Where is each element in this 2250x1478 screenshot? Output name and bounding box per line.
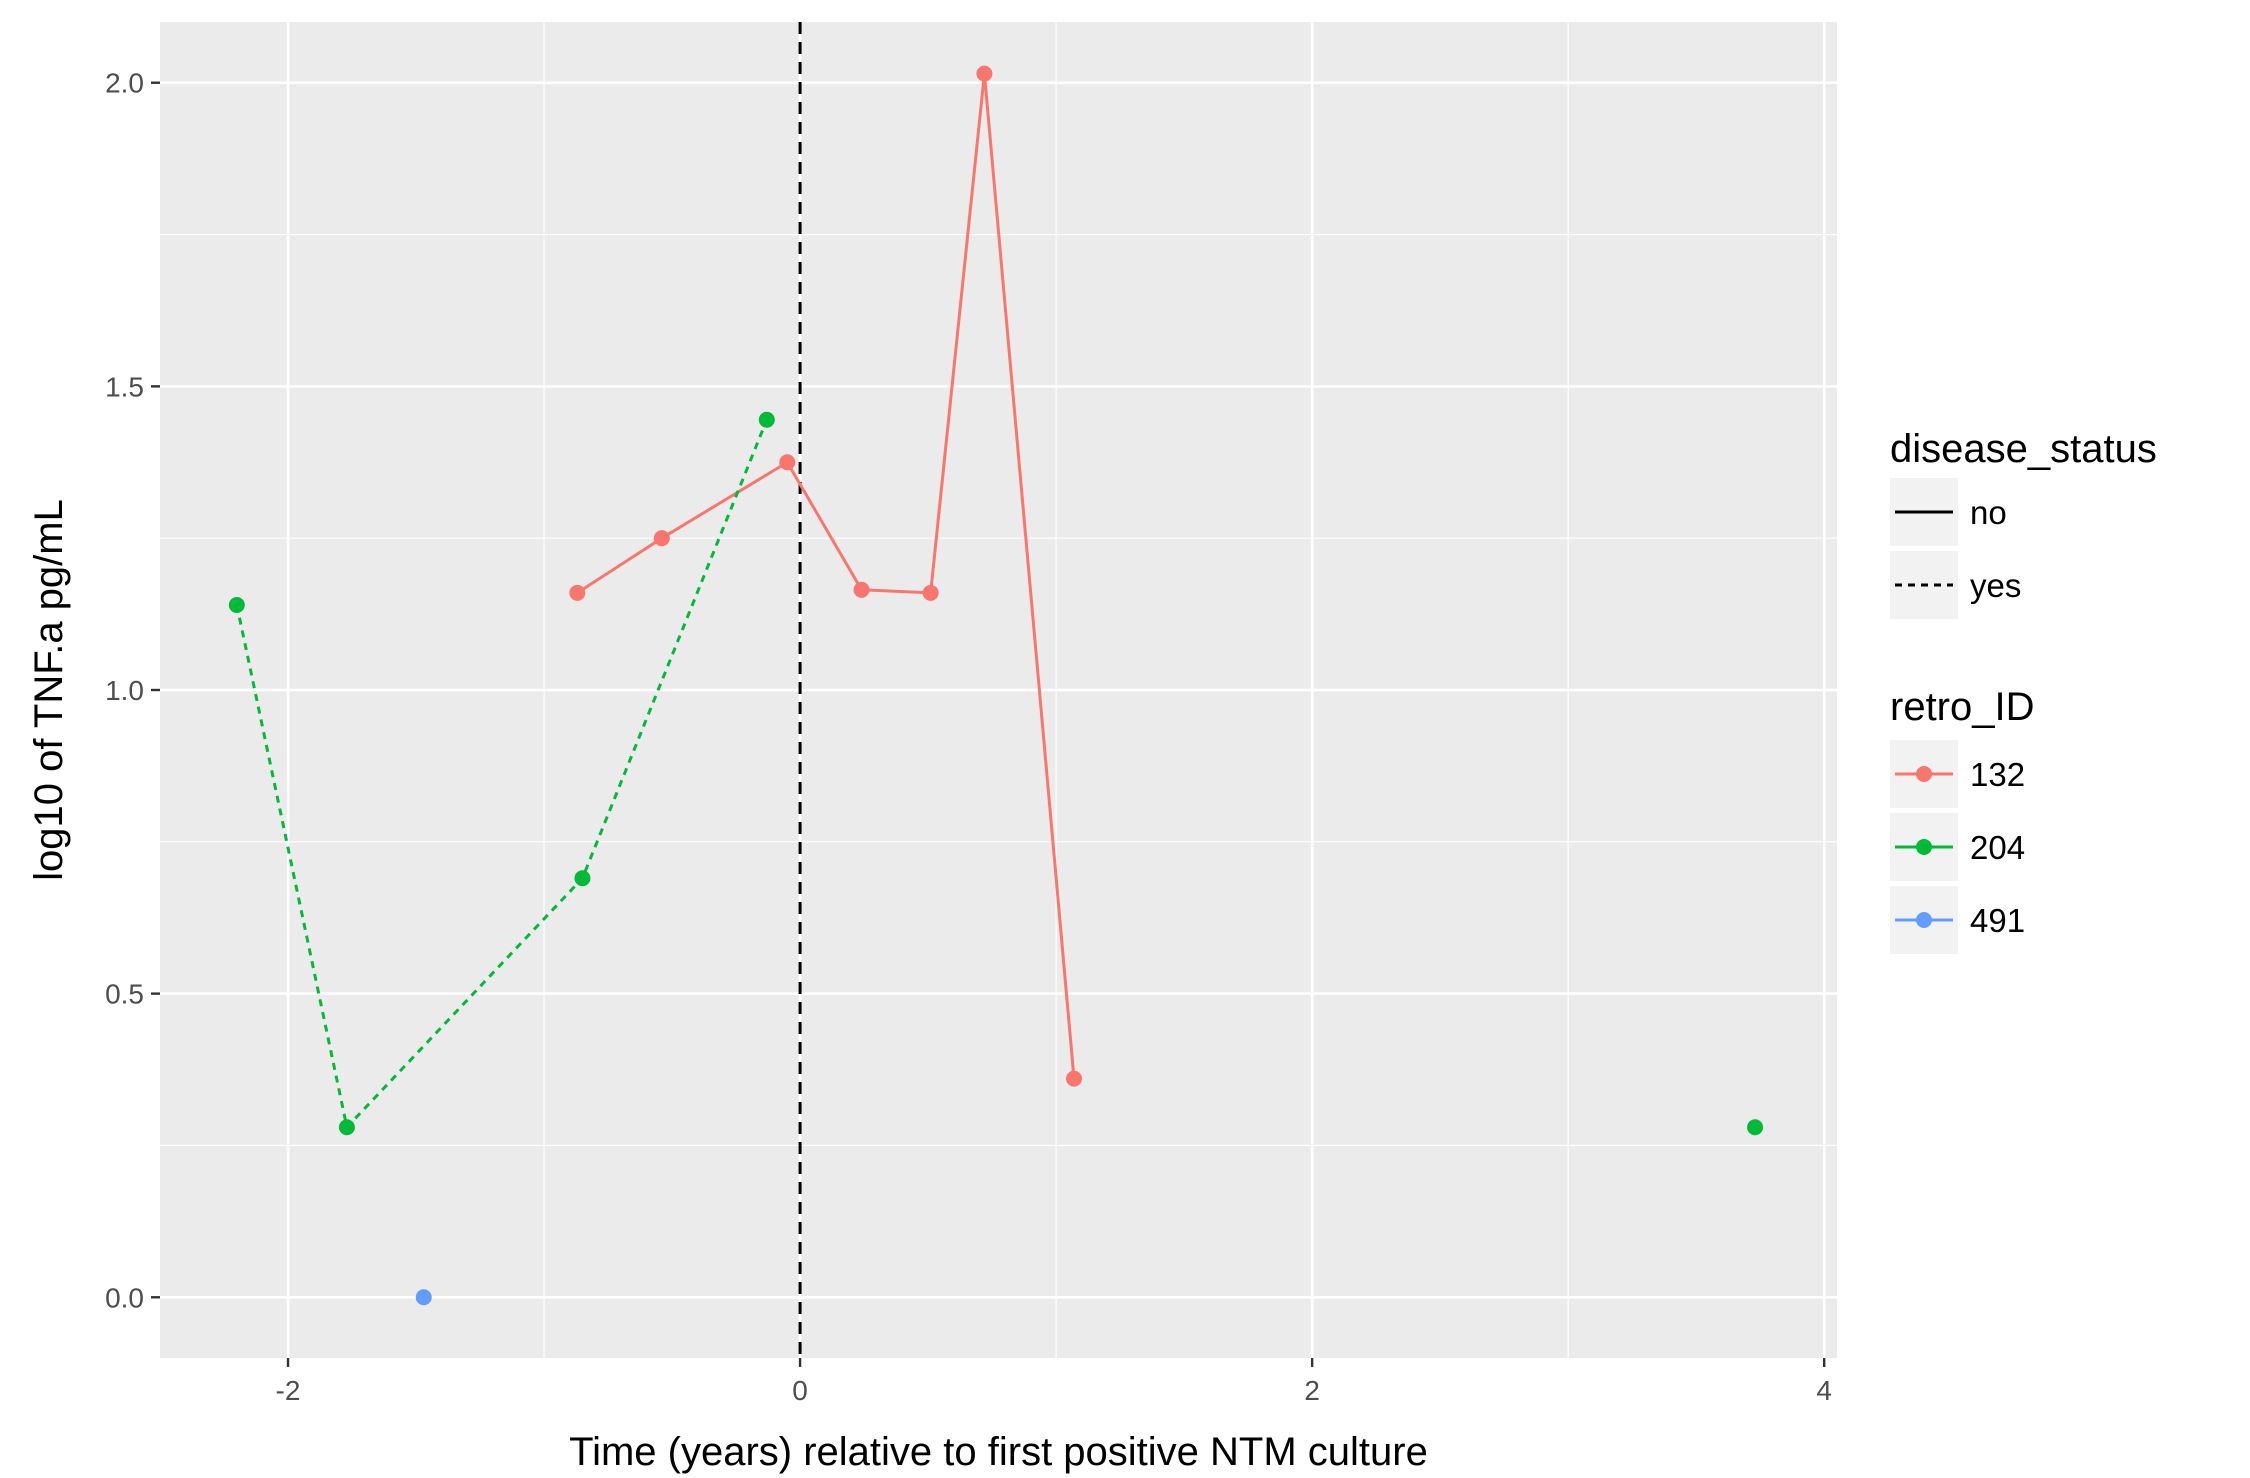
- data-point-132: [1066, 1070, 1083, 1087]
- y-tick-label: 1.0: [105, 675, 144, 706]
- data-point-204: [228, 596, 245, 613]
- y-axis-title: log10 of TNF.a pg/mL: [27, 499, 71, 881]
- legend-title-disease-status: disease_status: [1890, 427, 2157, 471]
- x-tick-label: -2: [276, 1375, 301, 1406]
- legend-label-no: no: [1970, 494, 2007, 531]
- data-point-204: [758, 411, 775, 428]
- legend-key-point-204: [1916, 839, 1932, 855]
- y-tick-label: 1.5: [105, 371, 144, 402]
- data-point-132: [653, 530, 670, 547]
- legend-key-point-491: [1916, 912, 1932, 928]
- data-point-132: [569, 584, 586, 601]
- x-axis: -2 0 2 4: [276, 1358, 1832, 1406]
- legend-label-132: 132: [1970, 756, 2025, 793]
- data-point-204: [338, 1119, 355, 1136]
- data-point-132: [853, 581, 870, 598]
- x-tick-label: 2: [1304, 1375, 1320, 1406]
- legend-key-point-132: [1916, 766, 1932, 782]
- x-tick-label: 0: [792, 1375, 808, 1406]
- data-point-132: [922, 584, 939, 601]
- x-tick-label: 4: [1816, 1375, 1832, 1406]
- data-point-204: [574, 870, 591, 887]
- data-point-491: [415, 1289, 432, 1306]
- legend-label-491: 491: [1970, 902, 2025, 939]
- y-axis: 0.0 0.5 1.0 1.5 2.0: [105, 68, 160, 1313]
- legend-label-yes: yes: [1970, 567, 2021, 604]
- series-points: [228, 65, 1764, 1306]
- series-line-204: [235, 419, 769, 1131]
- legend-label-204: 204: [1970, 829, 2025, 866]
- x-axis-title: Time (years) relative to first positive …: [569, 1430, 1428, 1474]
- data-point-204: [1747, 1119, 1764, 1136]
- data-point-132: [779, 454, 796, 471]
- y-tick-label: 0.5: [105, 979, 144, 1010]
- y-tick-label: 2.0: [105, 68, 144, 99]
- y-tick-label: 0.0: [105, 1282, 144, 1313]
- data-point-132: [976, 65, 993, 82]
- legend-title-retro-id: retro_ID: [1890, 685, 2035, 729]
